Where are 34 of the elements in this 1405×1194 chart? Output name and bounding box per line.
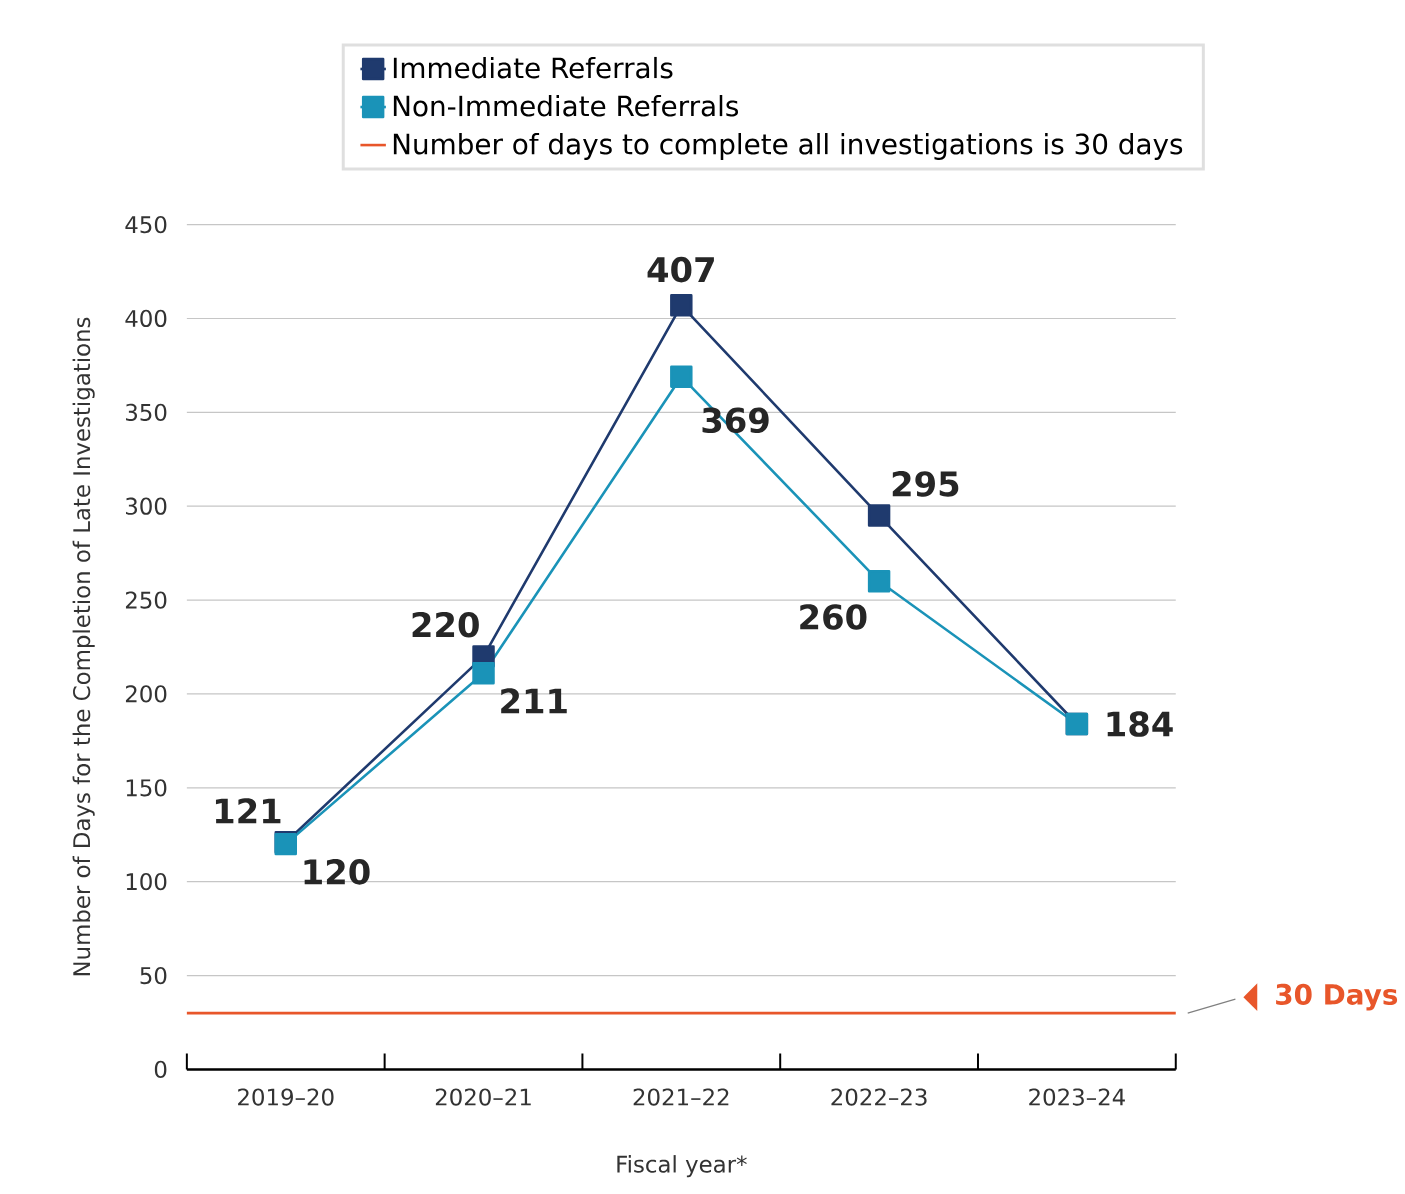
data-label: 260 [800,604,867,630]
y-tick-label: 150 [126,779,167,797]
y-tick-label: 350 [126,403,167,422]
y-tick-label: 400 [125,310,167,328]
data-label: 220 [412,612,479,638]
x-tick-label: 2022–23 [831,1088,927,1106]
point [670,294,693,317]
y-axis-title: Number of Days for the Completion of Late Investigations [72,317,95,976]
y-tick-label: 250 [125,591,167,609]
data-label: 295 [892,471,959,497]
data-label: 184 [1107,711,1173,737]
y-tick-label: 50 [140,967,167,985]
data-label: 120 [304,859,370,885]
text: 30 Days [1276,984,1398,1011]
legend-label: Immediate Referrals [393,57,673,79]
y-tick-label: 0 [154,1060,167,1079]
data-label: 211 [501,688,567,714]
y-tick-label: 100 [126,873,167,891]
point [867,570,891,593]
y-tick-label: 200 [125,685,167,703]
x-tick-label: 2023–24 [1029,1088,1125,1106]
data-label: 121 [215,798,281,824]
legend-label: Number of days to complete all investigations is 30 days [393,133,1183,161]
x-tick-label: 2020–21 [435,1088,531,1106]
point [670,365,693,389]
point [867,504,891,528]
data-label: 407 [647,257,714,283]
x-tick-label: 2021–22 [633,1088,729,1106]
y-tick-label: 300 [126,497,167,516]
legend-label: Non-Immediate Referrals [393,95,739,117]
x-axis-title: Fiscal year* [617,1155,747,1178]
point [472,662,495,685]
x-tick-label: 2019–20 [238,1088,334,1106]
y-tick-label: 450 [125,216,167,234]
